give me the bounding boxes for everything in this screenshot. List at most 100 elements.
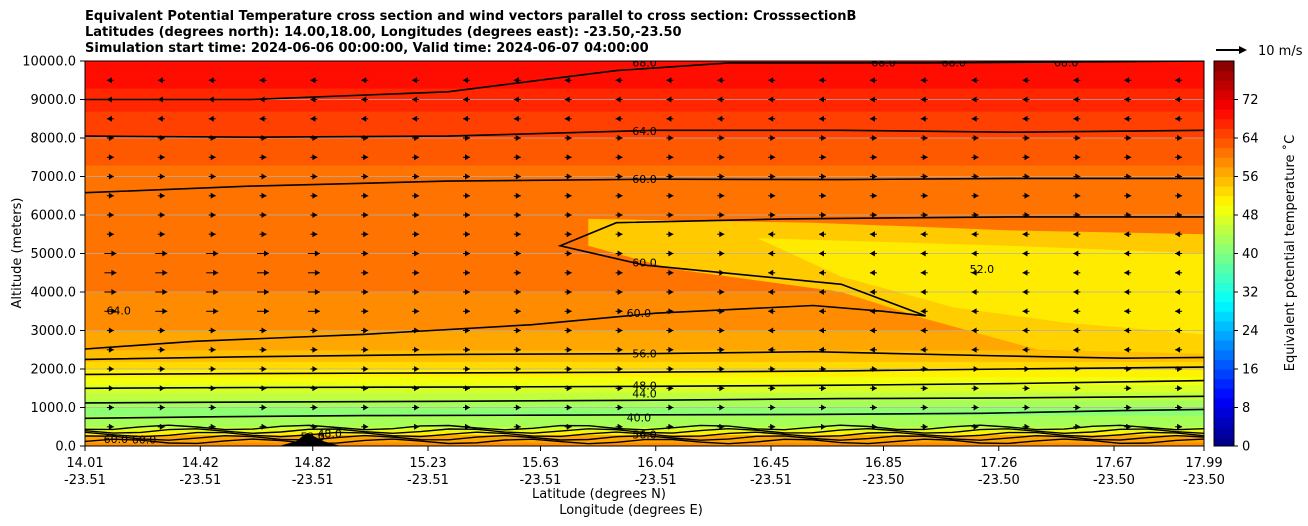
- wind-vector-arrowhead: [213, 269, 219, 276]
- fill-band: [85, 61, 1204, 66]
- x-tick-label-lat: 14.82: [294, 456, 331, 471]
- colorbar-swatch: [1214, 147, 1234, 158]
- wind-vector-arrowhead: [1022, 269, 1028, 276]
- fill-band: [85, 357, 1204, 362]
- wind-vector-arrowhead: [617, 212, 623, 218]
- wind-vector-arrowhead: [1022, 289, 1028, 295]
- wind-vector-arrowhead: [465, 173, 470, 180]
- fill-band: [85, 442, 1204, 446]
- wind-vector-arrowhead: [922, 212, 928, 218]
- wind-vector-arrowhead: [363, 212, 369, 218]
- fill-band: [85, 130, 1204, 135]
- fill-band: [85, 376, 1204, 382]
- wind-vector-arrowhead: [869, 327, 875, 334]
- wind-vector-arrowhead: [1126, 192, 1132, 199]
- fill-band: [85, 399, 1204, 405]
- wind-vector-arrowhead: [666, 77, 672, 84]
- title-line-2: Latitudes (degrees north): 14.00,18.00, …: [85, 25, 682, 40]
- fill-band: [85, 134, 1204, 139]
- wind-vector-arrowhead: [920, 250, 926, 257]
- wind-vector-arrowhead: [770, 423, 776, 430]
- fill-band: [85, 99, 1204, 104]
- wind-vector-arrowhead: [414, 404, 420, 411]
- wind-vector-arrowhead: [363, 327, 369, 334]
- wind-vector-arrowhead: [264, 250, 269, 257]
- y-tick-label: 0.0: [55, 440, 76, 455]
- wind-vector-arrowhead: [157, 77, 163, 84]
- wind-vector-arrowhead: [1073, 327, 1079, 334]
- wind-vector-arrowhead: [363, 231, 369, 238]
- wind-vector-arrowhead: [312, 212, 318, 218]
- wind-vector-arrowhead: [106, 115, 112, 122]
- wind-vector-arrowhead: [1124, 289, 1130, 295]
- fill-band: [85, 157, 1204, 162]
- wind-vector-arrowhead: [719, 231, 725, 238]
- wind-vector-arrowhead: [719, 173, 725, 180]
- wind-vector-arrowhead: [1022, 115, 1028, 122]
- contour-label: 60.0: [632, 173, 657, 186]
- contour-label: 60.0: [104, 433, 129, 446]
- colorbar-swatch: [1214, 320, 1234, 332]
- wind-vector-arrowhead: [463, 115, 468, 122]
- x-tick-label-lat: 16.04: [637, 456, 674, 471]
- x-tick-label-lon: -23.51: [292, 473, 334, 488]
- x-tick-label-lon: -23.50: [863, 473, 905, 488]
- plot-area: 68.064.060.060.060.052.064.056.048.044.0…: [84, 57, 1205, 447]
- wind-vector-arrowhead: [971, 327, 977, 334]
- fill-band: [85, 338, 1204, 343]
- fill-band: [85, 299, 1204, 305]
- wind-vector-arrowhead: [1073, 346, 1079, 353]
- wind-vector-arrowhead: [210, 173, 216, 180]
- wind-vector-arrowhead: [819, 231, 824, 238]
- wind-vector-arrowhead: [973, 154, 979, 161]
- wind-vector-arrowhead: [363, 192, 369, 199]
- y-tick-label: 2000.0: [31, 363, 77, 378]
- x-tick-label-lat: 16.45: [752, 456, 789, 471]
- wind-vector-arrowhead: [465, 366, 470, 372]
- title-line-3: Simulation start time: 2024-06-06 00:00:…: [85, 41, 649, 56]
- wind-vector-arrowhead: [922, 135, 928, 141]
- wind-vector-arrowhead: [819, 250, 824, 257]
- wind-vector-arrowhead: [465, 404, 470, 411]
- wind-vector-arrowhead: [1022, 96, 1028, 103]
- wind-vector-arrowhead: [920, 289, 926, 295]
- fill-band: [85, 353, 1204, 359]
- wind-vector-arrowhead: [363, 308, 369, 315]
- contour-label: 68.0: [871, 57, 896, 70]
- wind-vector-arrowhead: [821, 212, 826, 218]
- wind-vector-arrowhead: [210, 231, 216, 238]
- x-tick-label-lat: 17.99: [1185, 456, 1222, 471]
- x-tick-label-lon: -23.51: [179, 473, 221, 488]
- contour-line-56-0: [85, 350, 1204, 361]
- wind-vector-arrowhead: [1124, 327, 1130, 334]
- wind-vector-arrowhead: [973, 192, 979, 199]
- wind-vector-arrowhead: [819, 115, 824, 122]
- wind-vector-arrowhead: [668, 327, 674, 334]
- fill-band: [85, 122, 1204, 128]
- wind-vector-arrowhead: [210, 327, 216, 334]
- x-axis-label-lat: Latitude (degrees N): [532, 487, 666, 502]
- fill-band: [85, 395, 1204, 401]
- wind-vector-arrowhead: [414, 289, 420, 295]
- wind-vector-arrowhead: [821, 173, 826, 180]
- wind-vector-arrowhead: [871, 192, 877, 199]
- y-axis: 0.0 1000.0 2000.0 3000.0 4000.0 5000.0 6000.0 7…: [22, 55, 85, 455]
- contour-line-44-0: [85, 395, 1204, 404]
- wind-vector-arrowhead: [210, 192, 216, 199]
- wind-vector-arrowhead: [617, 327, 623, 334]
- wind-vector-arrowhead: [920, 96, 926, 103]
- wind-vector-arrowhead: [668, 173, 674, 180]
- wind-vector-arrowhead: [159, 327, 165, 334]
- fill-band: [85, 411, 1204, 416]
- wind-vector-arrowhead: [869, 269, 875, 276]
- wind-vector-arrowhead: [312, 192, 318, 199]
- fill-band: [85, 349, 1204, 355]
- wind-vector-arrowhead: [1124, 96, 1130, 103]
- colorbar-swatch: [1214, 234, 1234, 245]
- wind-vector-arrowhead: [210, 346, 216, 353]
- wind-vector-arrowhead: [111, 289, 117, 295]
- y-tick-label: 5000.0: [31, 247, 77, 262]
- contour-label: 56.0: [632, 428, 657, 441]
- wind-vector-arrowhead: [1073, 289, 1079, 295]
